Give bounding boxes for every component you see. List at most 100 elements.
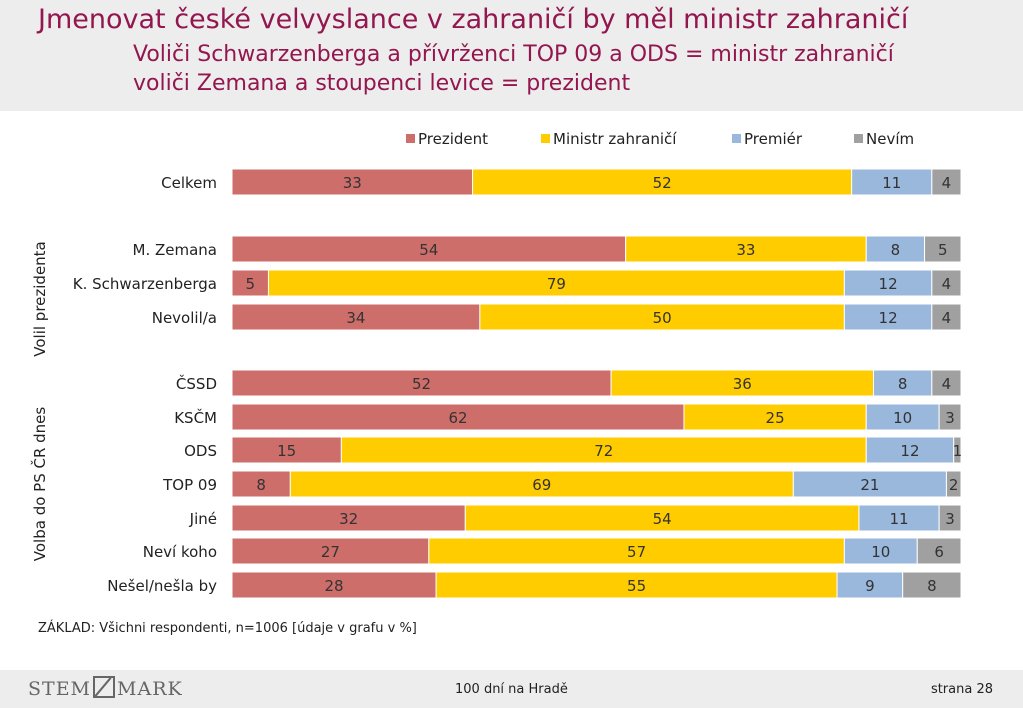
data-label: 5 [245,275,255,293]
data-label: 25 [766,409,785,427]
bar-segment [231,303,481,331]
bar-segment [231,403,685,431]
page-subtitle: Voliči Schwarzenberga a přívrženci TOP 0… [133,40,894,98]
bar-segment [851,168,933,196]
bar-segment [931,369,962,397]
data-label: 54 [653,510,672,528]
data-label: 8 [927,577,937,595]
bar-segment [289,470,794,498]
data-label: 11 [889,510,908,528]
bar-segment [435,571,838,599]
data-label: 8 [898,375,908,393]
logo-slash-icon [93,676,116,698]
stacked-bar-chart: Prezident Ministr zahraničí Premiér Nevím33… [30,130,963,636]
data-label: 33 [736,241,755,259]
bar-segment [428,537,845,565]
bar-segment [953,436,962,464]
subtitle-line: Voliči Schwarzenberga a přívrženci TOP 0… [133,42,894,67]
data-label: 5 [938,241,948,259]
data-label: 6 [934,543,944,561]
legend-label: Premiér [744,130,803,148]
data-label: 9 [865,577,875,595]
base-note: ZÁKLAD: Všichni respondenti, n=1006 [úda… [38,620,417,636]
data-label: 57 [627,543,646,561]
category-label: ČSSD [176,374,217,393]
category-label: Celkem [161,174,217,192]
legend-swatch [854,134,863,143]
group-label: Volil prezidenta [31,241,49,357]
bar-segment [231,436,342,464]
data-label: 1 [953,442,963,460]
data-label: 4 [942,275,952,293]
bar-segment [231,470,291,498]
bar-segment [267,269,845,297]
footer-presentation-title: 100 dní na Hradě [455,682,568,697]
data-label: 10 [893,409,912,427]
data-label: 12 [879,275,898,293]
bar-segment [231,168,474,196]
data-label: 52 [653,174,672,192]
bar-segment [858,504,940,532]
data-label: 21 [860,476,879,494]
bar-segment [231,504,466,532]
bar-segment [916,537,962,565]
bar-segment [231,269,269,297]
bar-segment [836,571,904,599]
data-label: 50 [653,309,672,327]
bar-segment [340,436,867,464]
bar-segment [472,168,853,196]
legend-label: Prezident [418,130,488,148]
data-label: 69 [532,476,551,494]
stem-mark-logo: STEM MARK [28,676,183,700]
bar-segment [231,369,612,397]
data-label: 79 [547,275,566,293]
data-label: 34 [346,309,365,327]
legend-label: Nevím [866,130,914,148]
data-label: 55 [627,577,646,595]
category-label: Neví koho [143,543,217,561]
data-label: 8 [256,476,266,494]
bar-segment [931,303,962,331]
data-label: 32 [339,510,358,528]
subtitle-line: voliči Zemana a stoupenci levice = prezi… [133,71,631,96]
bar-segment [479,303,845,331]
data-label: 54 [419,241,438,259]
bar-segment [683,403,867,431]
category-label: K. Schwarzenberga [73,275,217,293]
legend-swatch [541,134,550,143]
page-title: Jmenovat české velvyslance v zahraničí b… [38,4,909,35]
bar-segment [231,571,437,599]
data-label: 27 [321,543,340,561]
bar-segment [610,369,875,397]
data-label: 28 [325,577,344,595]
data-label: 4 [942,174,952,192]
data-label: 12 [879,309,898,327]
bar-segment [625,235,867,263]
data-label: 36 [733,375,752,393]
bar-segment [792,470,947,498]
bar-segment [902,571,962,599]
data-label: 4 [942,375,952,393]
bar-segment [945,470,962,498]
legend-swatch [406,134,415,143]
category-label: Jiné [189,510,217,528]
bar-segment [931,168,962,196]
bar-segment [865,436,955,464]
data-label: 3 [945,510,955,528]
bar-segment [873,369,933,397]
data-label: 33 [343,174,362,192]
bar-segment [938,504,962,532]
data-label: 4 [942,309,952,327]
category-label: Nešel/nešla by [107,577,217,595]
category-label: KSČM [174,408,217,427]
data-label: 12 [900,442,919,460]
category-label: ODS [184,442,217,460]
category-label: M. Zemana [133,241,218,259]
legend-swatch [732,134,741,143]
data-label: 52 [412,375,431,393]
bar-segment [231,235,627,263]
footer: STEM MARK 100 dní na Hradě strana 28 [0,670,1023,708]
group-label: Volba do PS ČR dnes [30,407,49,562]
category-label: Nevolil/a [152,309,217,327]
data-label: 62 [448,409,467,427]
